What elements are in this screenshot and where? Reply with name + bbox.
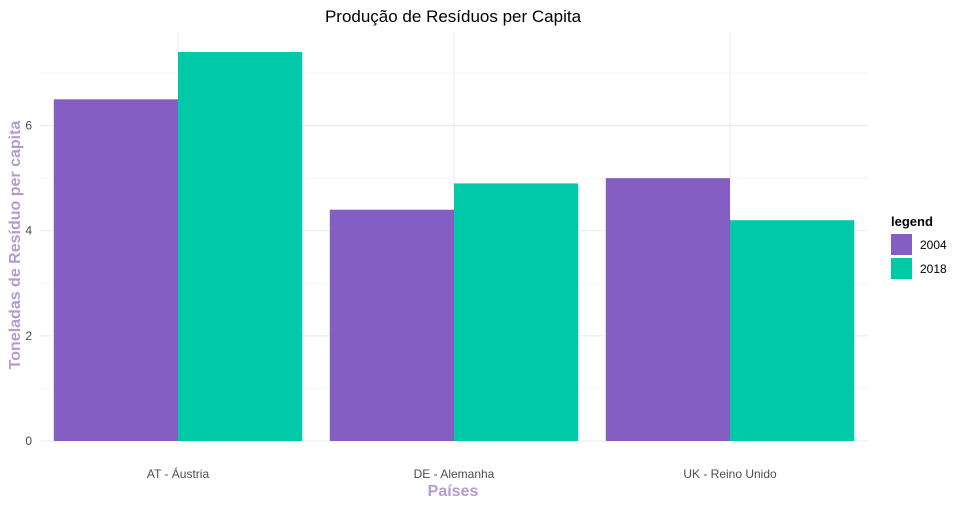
legend-title: legend (891, 214, 933, 229)
legend-label-2018: 2018 (920, 262, 947, 276)
x-tick-label: AT - Áustria (147, 466, 210, 481)
bar-2018-2 (454, 183, 579, 441)
legend-key-2004 (891, 234, 912, 255)
y-tick-label: 0 (25, 434, 32, 448)
x-tick-label: UK - Reino Unido (683, 467, 777, 481)
bar-2004-1 (53, 99, 178, 441)
x-tick-label: DE - Alemanha (414, 467, 495, 481)
bar-2004-2 (329, 209, 454, 441)
bars (53, 52, 855, 441)
y-axis-ticks: 0 2 4 6 (25, 119, 32, 448)
chart-title: Produção de Resíduos per Capita (325, 7, 582, 26)
legend: legend 2004 2018 (891, 214, 947, 279)
y-tick-label: 4 (25, 224, 32, 238)
x-axis-ticks: AT - Áustria DE - Alemanha UK - Reino Unid… (147, 466, 777, 481)
legend-key-2018 (891, 258, 912, 279)
bar-2018-1 (178, 52, 303, 441)
legend-label-2004: 2004 (920, 238, 947, 252)
x-axis-title: Países (428, 483, 479, 500)
y-tick-label: 6 (25, 119, 32, 133)
bar-2018-3 (730, 220, 855, 441)
y-tick-label: 2 (25, 329, 32, 343)
bar-2004-3 (605, 178, 730, 441)
y-axis-title: Toneladas de Resíduo per capita (7, 121, 24, 370)
